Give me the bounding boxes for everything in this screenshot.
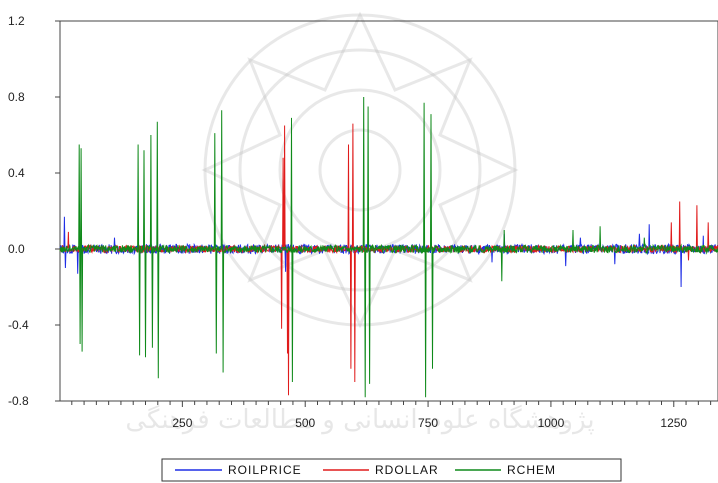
axes-layer: -0.8 -0.4 0.0 0.4 0.8 1.2 250 500 750 1000 1250 [8,14,712,430]
series-layer [59,96,718,398]
x-tick-label: 750 [418,416,438,430]
x-tick-label: 1000 [538,416,565,430]
legend: ROILPRICE RDOLLAR RCHEM [161,458,622,482]
series-line-rchem [59,96,718,398]
x-tick-label: 1250 [660,416,687,430]
plot-frame [59,20,718,402]
legend-label-roilprice: ROILPRICE [228,463,302,477]
x-tick-label: 250 [172,416,192,430]
watermark-logo [201,11,519,329]
watermark-text: پژوهشگاه علوم انسانی و مطالعات فرهنگی [125,404,594,435]
y-tick-label: 1.2 [8,14,25,28]
y-tick-label: 0.0 [8,242,25,256]
legend-label-rchem: RCHEM [507,463,556,477]
y-tick-label: 0.8 [8,90,25,104]
legend-label-rdollar: RDOLLAR [375,463,439,477]
legend-box [161,458,622,482]
y-tick-label: -0.4 [8,318,29,332]
y-tick-label: 0.4 [8,166,25,180]
x-tick-label: 500 [295,416,315,430]
y-tick-label: -0.8 [8,394,29,408]
